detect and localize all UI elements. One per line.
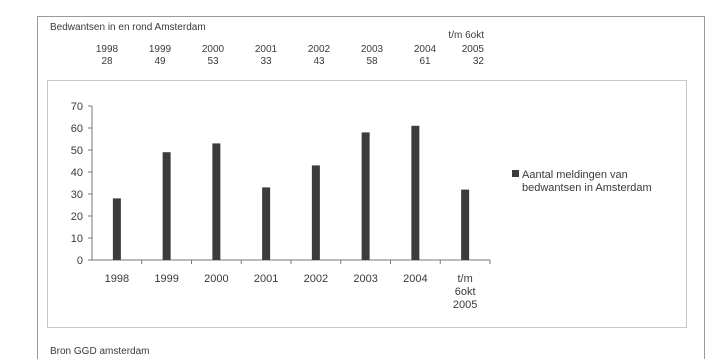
bar [162,152,171,260]
x-tick-label: 2005 [453,299,477,311]
y-tick-label: 50 [71,145,83,157]
table-value-2002: 43 [313,56,325,67]
table-year-1998: 1998 [95,44,119,55]
x-tick-label: 2002 [304,273,328,285]
x-tick-label: 2004 [403,273,427,285]
table-value-2001: 33 [260,56,272,67]
y-tick-label: 40 [71,167,83,179]
table-year-2002: 2002 [307,44,331,55]
y-tick-label: 70 [71,101,83,113]
table-value-1998: 28 [101,56,113,67]
bar [112,198,121,260]
table-year-1999: 1999 [148,44,172,55]
figure-frame [37,16,705,359]
x-tick-label: 1998 [105,273,129,285]
table-year-2000: 2000 [201,44,225,55]
table-header-tm6okt: t/m 6okt [448,30,484,41]
bar [311,165,320,260]
y-tick-label: 20 [71,211,83,223]
y-tick-label: 60 [71,123,83,135]
x-tick-label: 2000 [204,273,228,285]
y-tick-label: 0 [77,255,83,267]
x-tick-label: 1999 [154,273,178,285]
legend-label: bedwantsen in Amsterdam [522,182,652,194]
table-year-2003: 2003 [360,44,384,55]
table-value-2003: 58 [366,56,378,67]
legend-swatch [512,170,519,177]
table-title: Bedwantsen in en rond Amsterdam [50,22,206,33]
table-value-1999: 49 [154,56,166,67]
x-tick-label: t/m [457,273,472,285]
source-note: Bron GGD amsterdam [50,346,150,357]
legend-label: Aantal meldingen van [522,169,628,181]
table-value-2000: 53 [207,56,219,67]
chart-area-box [47,80,687,328]
table-year-2001: 2001 [254,44,278,55]
bar [361,132,370,260]
table-year-2005: 2005 [461,44,484,55]
y-tick-label: 30 [71,189,83,201]
x-tick-label: 6okt [455,286,476,298]
bar [262,187,271,260]
table-value-2004: 61 [419,56,431,67]
table-year-2004: 2004 [413,44,437,55]
bar [212,143,221,260]
y-tick-label: 10 [71,233,83,245]
x-tick-label: 2001 [254,273,278,285]
table-value-2005: 32 [472,56,484,67]
x-tick-label: 2003 [353,273,377,285]
bar [411,125,420,260]
bar [461,189,470,260]
